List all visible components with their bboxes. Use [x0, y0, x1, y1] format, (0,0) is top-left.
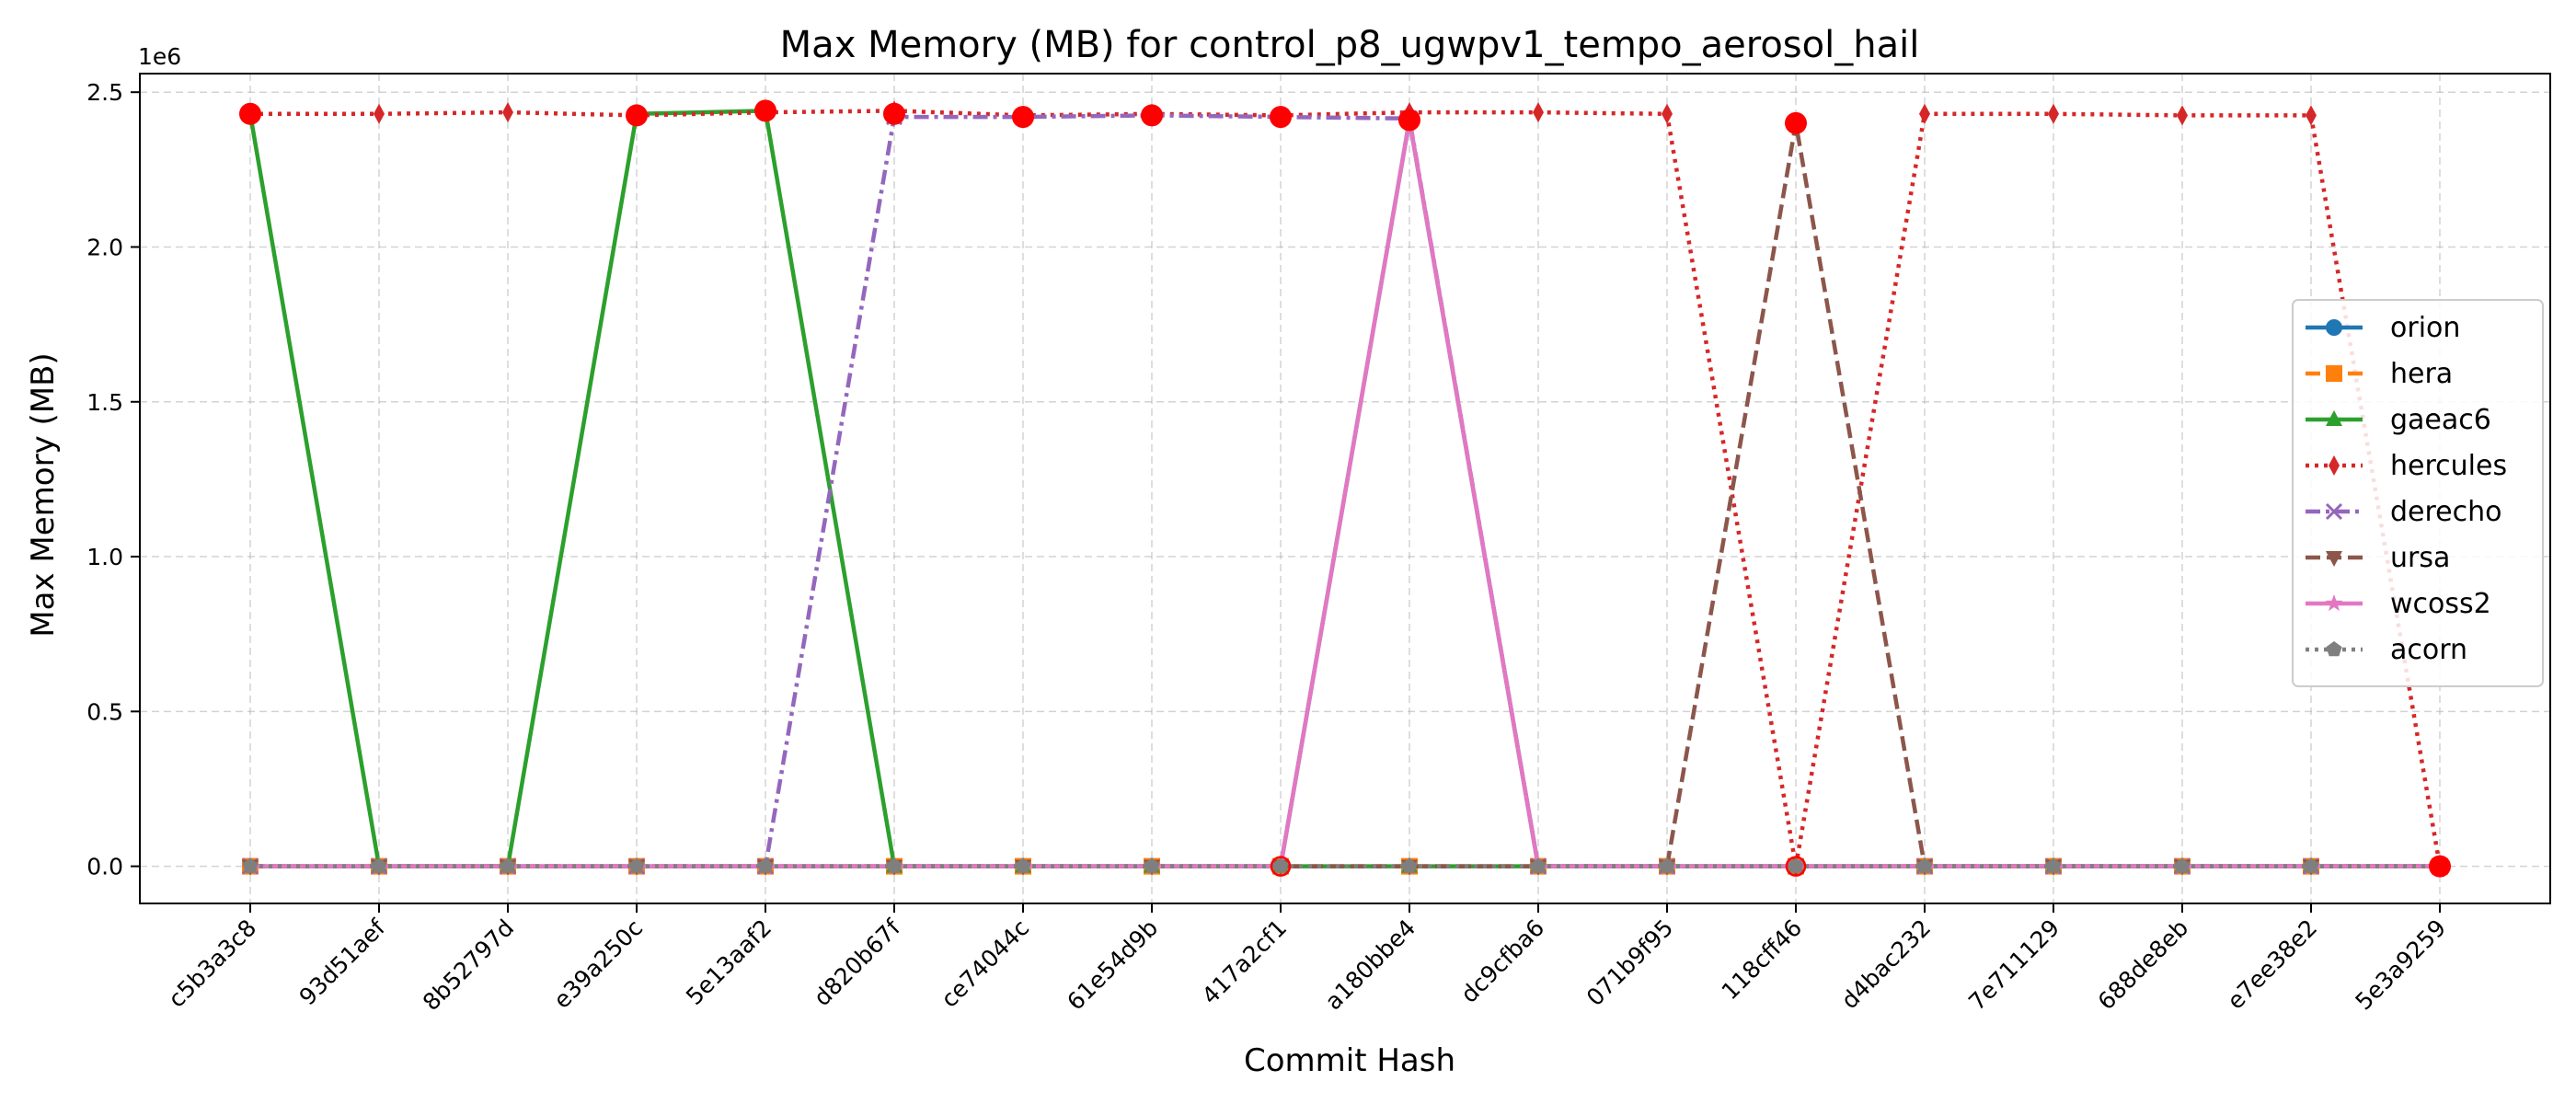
data-point-hercules	[2177, 105, 2188, 126]
y-tick-label: 1.0	[86, 544, 123, 570]
series-lines	[241, 100, 2449, 877]
legend-marker-hera	[2326, 365, 2342, 382]
highlight-point-outline	[1270, 856, 1292, 877]
data-point-acorn	[2045, 857, 2062, 873]
data-point-acorn	[242, 857, 259, 873]
legend-marker-orion	[2326, 319, 2342, 336]
y-tick-label: 0.5	[86, 698, 123, 725]
data-point-acorn	[1272, 857, 1289, 873]
y-tick-label: 2.0	[86, 234, 123, 260]
highlight-point	[1785, 111, 1807, 134]
legend-label-derecho: derecho	[2390, 496, 2502, 528]
legend-label-wcoss2: wcoss2	[2390, 588, 2491, 620]
highlight-point	[626, 104, 648, 127]
legend-label-acorn: acorn	[2390, 634, 2467, 666]
legend-entry-acorn: acorn	[2306, 634, 2467, 666]
legend-entry-hercules: hercules	[2306, 450, 2507, 482]
legend-marker-hercules	[2329, 455, 2340, 476]
data-point-acorn	[886, 857, 903, 873]
legend-marker-gaeac6	[2326, 410, 2342, 426]
data-point-acorn	[1530, 857, 1547, 873]
highlight-point-outline	[1785, 856, 1807, 877]
y-tick-label: 2.5	[86, 79, 123, 106]
y-axis-offset-label: 1e6	[138, 43, 181, 70]
legend-label-hera: hera	[2390, 358, 2453, 390]
highlight-point	[239, 102, 261, 125]
data-point-acorn	[2303, 857, 2319, 873]
legend: orion hera gaeac6 hercules derecho ursa wcoss2…	[2292, 299, 2544, 687]
highlight-point	[1270, 106, 1292, 129]
legend-label-gaeac6: gaeac6	[2390, 404, 2491, 436]
data-point-hercules	[2306, 105, 2317, 126]
legend-label-orion: orion	[2390, 312, 2460, 344]
data-point-acorn	[500, 857, 516, 873]
legend-label-hercules: hercules	[2390, 450, 2507, 482]
data-point-hercules	[374, 103, 385, 124]
highlight-markers	[239, 99, 2451, 878]
highlight-point	[2429, 855, 2451, 878]
data-point-hercules	[1662, 103, 1673, 124]
highlight-point	[754, 99, 776, 122]
data-point-hercules	[2048, 103, 2059, 124]
data-point-hercules	[1919, 103, 1930, 124]
legend-entry-wcoss2: wcoss2	[2306, 588, 2491, 620]
chart-title: Max Memory (MB) for control_p8_ugwpv1_te…	[780, 24, 1920, 66]
data-point-hercules	[502, 102, 513, 123]
plot-frame	[139, 73, 2551, 904]
data-point-acorn	[1788, 857, 1804, 873]
data-point-acorn	[2174, 857, 2191, 873]
highlight-point	[883, 102, 905, 125]
series-line-hercules	[250, 109, 2443, 868]
highlight-point	[1398, 109, 1420, 132]
x-axis-title: Commit Hash	[1244, 1042, 1455, 1079]
legend-box	[2292, 299, 2544, 687]
series-acorn	[242, 857, 2448, 873]
data-point-acorn	[628, 857, 645, 873]
legend-marker-ursa	[2326, 551, 2342, 567]
data-point-acorn	[1659, 857, 1675, 873]
data-point-acorn	[1916, 857, 1933, 873]
y-tick-label: 0.0	[86, 854, 123, 880]
legend-marker-wcoss2	[2325, 594, 2343, 612]
highlight-point	[1012, 106, 1034, 129]
legend-entry-ursa: ursa	[2306, 542, 2450, 574]
legend-marker-derecho	[2325, 502, 2343, 521]
data-point-acorn	[1401, 857, 1418, 873]
legend-entry-orion: orion	[2306, 312, 2460, 344]
y-axis-title: Max Memory (MB)	[25, 352, 62, 637]
data-point-acorn	[371, 857, 387, 873]
y-tick-label: 1.5	[86, 389, 123, 416]
data-point-acorn	[1144, 857, 1160, 873]
legend-entry-gaeac6: gaeac6	[2306, 404, 2491, 436]
data-point-acorn	[1015, 857, 1031, 873]
legend-marker-acorn	[2326, 641, 2342, 657]
legend-label-ursa: ursa	[2390, 542, 2450, 574]
legend-entry-hera: hera	[2306, 358, 2453, 390]
legend-entry-derecho: derecho	[2306, 496, 2502, 528]
highlight-point	[1141, 104, 1163, 127]
data-point-acorn	[757, 857, 774, 873]
data-point-hercules	[1533, 102, 1544, 123]
